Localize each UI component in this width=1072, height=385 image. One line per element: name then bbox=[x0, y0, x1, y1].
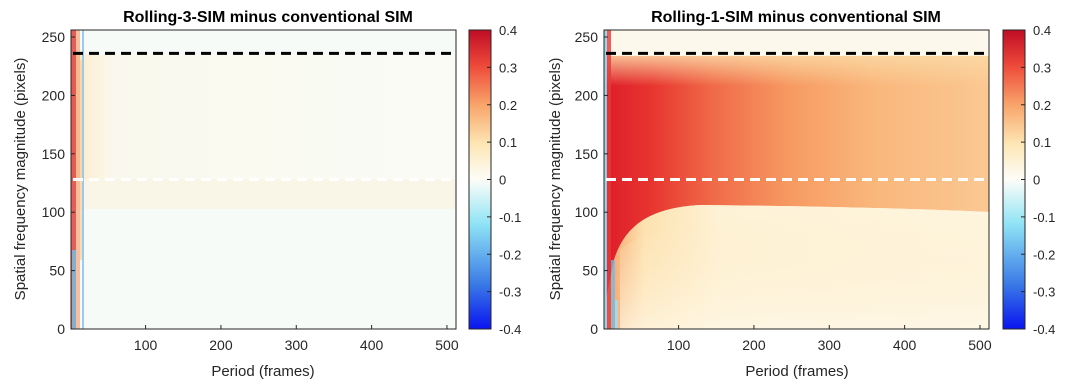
colorbar: -0.4 -0.3 -0.2 -0.1 0 0.1 0.2 0.3 0.4 bbox=[468, 23, 521, 337]
y-tick-label: 250 bbox=[42, 29, 66, 45]
y-axis: 0 50 100 150 200 250 bbox=[42, 29, 75, 337]
chart-left: Rolling-3-SIM minus conventional SIM 100… bbox=[12, 9, 521, 380]
y-axis-label: Spatial frequency magnitude (pixels) bbox=[547, 58, 564, 301]
colorbar: -0.4 -0.3 -0.2 -0.1 0 0.1 0.2 0.3 0.4 bbox=[1002, 23, 1055, 337]
colorbar-tick-label: 0.4 bbox=[1033, 23, 1051, 38]
colorbar-tick-label: 0.2 bbox=[499, 98, 517, 113]
colorbar-tick-label: 0 bbox=[1033, 173, 1040, 188]
x-axis: 100 200 300 400 500 bbox=[667, 325, 992, 353]
x-tick-label: 400 bbox=[360, 337, 384, 353]
y-tick-label: 200 bbox=[575, 87, 599, 103]
chart-title: Rolling-1-SIM minus conventional SIM bbox=[651, 9, 941, 26]
x-axis-label: Period (frames) bbox=[211, 363, 314, 380]
y-axis: 0 50 100 150 200 250 bbox=[575, 29, 608, 337]
colorbar-tick-label: 0 bbox=[499, 173, 506, 188]
heatmap-image bbox=[71, 30, 456, 329]
y-tick-label: 50 bbox=[49, 263, 65, 279]
colorbar-tick-label: -0.3 bbox=[1033, 285, 1055, 300]
y-tick-label: 0 bbox=[590, 321, 598, 337]
x-tick-label: 400 bbox=[893, 337, 917, 353]
colorbar-tick-label: 0.3 bbox=[499, 60, 517, 75]
y-tick-label: 100 bbox=[42, 204, 66, 220]
y-tick-label: 100 bbox=[575, 204, 599, 220]
chart-right: Rolling-1-SIM minus conventional SIM 100… bbox=[547, 9, 1055, 380]
x-tick-label: 500 bbox=[968, 337, 992, 353]
chart-title: Rolling-3-SIM minus conventional SIM bbox=[123, 9, 413, 26]
plot-frame bbox=[603, 29, 990, 330]
y-tick-label: 150 bbox=[42, 146, 66, 162]
colorbar-tick-label: -0.4 bbox=[499, 322, 521, 337]
y-tick-label: 150 bbox=[575, 146, 599, 162]
colorbar-tick-label: -0.4 bbox=[1033, 322, 1055, 337]
y-tick-label: 200 bbox=[42, 87, 66, 103]
colorbar-tick-label: -0.2 bbox=[499, 247, 521, 262]
x-tick-label: 500 bbox=[435, 337, 459, 353]
colorbar-tick-label: -0.2 bbox=[1033, 247, 1055, 262]
x-tick-label: 300 bbox=[285, 337, 309, 353]
colorbar-tick-label: -0.3 bbox=[499, 285, 521, 300]
y-tick-label: 250 bbox=[575, 29, 599, 45]
plot-frame bbox=[70, 29, 457, 330]
y-tick-label: 0 bbox=[57, 321, 65, 337]
colorbar-tick-label: 0.2 bbox=[1033, 98, 1051, 113]
x-axis-label: Period (frames) bbox=[745, 363, 848, 380]
x-axis: 100 200 300 400 500 bbox=[134, 325, 459, 353]
colorbar-tick-label: 0.3 bbox=[1033, 60, 1051, 75]
x-tick-label: 100 bbox=[134, 337, 158, 353]
colorbar-tick-label: 0.4 bbox=[499, 23, 517, 38]
colorbar-tick-label: 0.1 bbox=[1033, 135, 1051, 150]
y-tick-label: 50 bbox=[582, 263, 598, 279]
colorbar-tick-label: -0.1 bbox=[499, 210, 521, 225]
colorbar-tick-label: 0.1 bbox=[499, 135, 517, 150]
x-tick-label: 200 bbox=[209, 337, 233, 353]
heatmap-image bbox=[604, 30, 989, 329]
y-axis-label: Spatial frequency magnitude (pixels) bbox=[12, 58, 29, 301]
colorbar-tick-label: -0.1 bbox=[1033, 210, 1055, 225]
x-tick-label: 100 bbox=[667, 337, 691, 353]
x-tick-label: 200 bbox=[742, 337, 766, 353]
x-tick-label: 300 bbox=[818, 337, 842, 353]
